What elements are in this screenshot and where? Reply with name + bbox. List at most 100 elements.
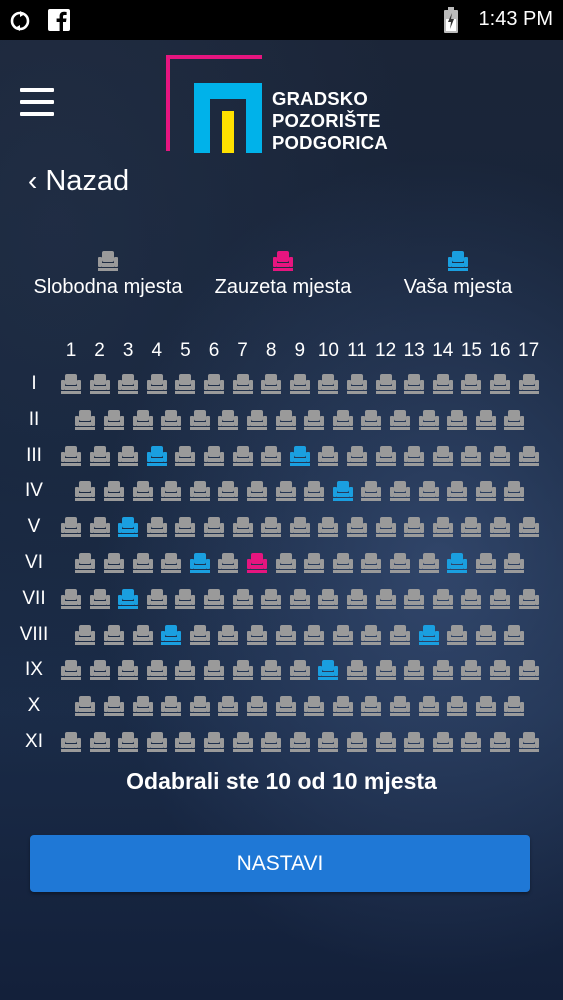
seat-free[interactable] — [60, 445, 82, 467]
seat-free[interactable] — [403, 516, 425, 538]
seat-free[interactable] — [360, 624, 382, 646]
seat-free[interactable] — [289, 516, 311, 538]
seat-free[interactable] — [260, 731, 282, 753]
back-button[interactable]: ‹ Nazad — [28, 162, 129, 200]
seat-free[interactable] — [432, 588, 454, 610]
seat-free[interactable] — [232, 373, 254, 395]
seat-free[interactable] — [303, 552, 325, 574]
seat-free[interactable] — [103, 552, 125, 574]
seat-free[interactable] — [518, 659, 540, 681]
seat-free[interactable] — [246, 480, 268, 502]
seat-free[interactable] — [375, 445, 397, 467]
seat-free[interactable] — [375, 588, 397, 610]
seat-free[interactable] — [89, 659, 111, 681]
seat-free[interactable] — [389, 695, 411, 717]
seat-free[interactable] — [174, 588, 196, 610]
seat-free[interactable] — [446, 624, 468, 646]
seat-free[interactable] — [518, 731, 540, 753]
seat-free[interactable] — [60, 588, 82, 610]
seat-free[interactable] — [146, 659, 168, 681]
seat-free[interactable] — [60, 516, 82, 538]
seat-free[interactable] — [103, 480, 125, 502]
seat-free[interactable] — [217, 695, 239, 717]
seat-free[interactable] — [317, 373, 339, 395]
seat-free[interactable] — [117, 373, 139, 395]
seat-free[interactable] — [117, 445, 139, 467]
seat-free[interactable] — [146, 731, 168, 753]
seat-free[interactable] — [489, 445, 511, 467]
seat-free[interactable] — [418, 552, 440, 574]
seat-free[interactable] — [132, 552, 154, 574]
seat-free[interactable] — [275, 624, 297, 646]
seat-selected[interactable] — [160, 624, 182, 646]
seat-free[interactable] — [89, 373, 111, 395]
seat-free[interactable] — [389, 624, 411, 646]
seat-free[interactable] — [389, 480, 411, 502]
seat-free[interactable] — [189, 409, 211, 431]
seat-free[interactable] — [303, 624, 325, 646]
seat-free[interactable] — [103, 409, 125, 431]
seat-free[interactable] — [74, 552, 96, 574]
seat-free[interactable] — [260, 659, 282, 681]
seat-free[interactable] — [232, 445, 254, 467]
seat-free[interactable] — [446, 409, 468, 431]
seat-free[interactable] — [132, 624, 154, 646]
seat-free[interactable] — [518, 445, 540, 467]
seat-free[interactable] — [203, 516, 225, 538]
seat-free[interactable] — [203, 373, 225, 395]
seat-free[interactable] — [518, 373, 540, 395]
seat-free[interactable] — [60, 731, 82, 753]
seat-free[interactable] — [174, 445, 196, 467]
seat-free[interactable] — [460, 445, 482, 467]
seat-selected[interactable] — [317, 659, 339, 681]
seat-free[interactable] — [460, 373, 482, 395]
seat-free[interactable] — [489, 373, 511, 395]
seat-selected[interactable] — [446, 552, 468, 574]
seat-free[interactable] — [146, 588, 168, 610]
seat-free[interactable] — [189, 624, 211, 646]
seat-free[interactable] — [117, 731, 139, 753]
seat-free[interactable] — [232, 659, 254, 681]
seat-free[interactable] — [275, 552, 297, 574]
seat-free[interactable] — [203, 659, 225, 681]
seat-free[interactable] — [403, 731, 425, 753]
seat-free[interactable] — [132, 480, 154, 502]
seat-free[interactable] — [146, 373, 168, 395]
seat-free[interactable] — [160, 480, 182, 502]
seat-free[interactable] — [260, 516, 282, 538]
seat-free[interactable] — [432, 445, 454, 467]
seat-free[interactable] — [518, 516, 540, 538]
seat-free[interactable] — [460, 659, 482, 681]
seat-free[interactable] — [74, 409, 96, 431]
seat-free[interactable] — [246, 409, 268, 431]
seat-free[interactable] — [232, 516, 254, 538]
seat-free[interactable] — [475, 409, 497, 431]
seat-free[interactable] — [375, 516, 397, 538]
seat-free[interactable] — [389, 409, 411, 431]
seat-free[interactable] — [317, 588, 339, 610]
seat-free[interactable] — [332, 409, 354, 431]
seat-free[interactable] — [460, 516, 482, 538]
seat-free[interactable] — [346, 588, 368, 610]
seat-free[interactable] — [246, 695, 268, 717]
seat-free[interactable] — [503, 409, 525, 431]
seat-free[interactable] — [403, 373, 425, 395]
seat-free[interactable] — [174, 731, 196, 753]
seat-free[interactable] — [503, 695, 525, 717]
seat-free[interactable] — [346, 731, 368, 753]
seat-free[interactable] — [418, 409, 440, 431]
seat-free[interactable] — [503, 552, 525, 574]
seat-free[interactable] — [117, 659, 139, 681]
seat-free[interactable] — [317, 516, 339, 538]
seat-free[interactable] — [89, 445, 111, 467]
seat-free[interactable] — [418, 695, 440, 717]
seat-free[interactable] — [432, 659, 454, 681]
seat-free[interactable] — [360, 480, 382, 502]
seat-free[interactable] — [174, 659, 196, 681]
seat-free[interactable] — [146, 516, 168, 538]
seat-free[interactable] — [174, 516, 196, 538]
seat-free[interactable] — [503, 480, 525, 502]
seat-free[interactable] — [375, 659, 397, 681]
seat-free[interactable] — [503, 624, 525, 646]
seat-free[interactable] — [432, 731, 454, 753]
